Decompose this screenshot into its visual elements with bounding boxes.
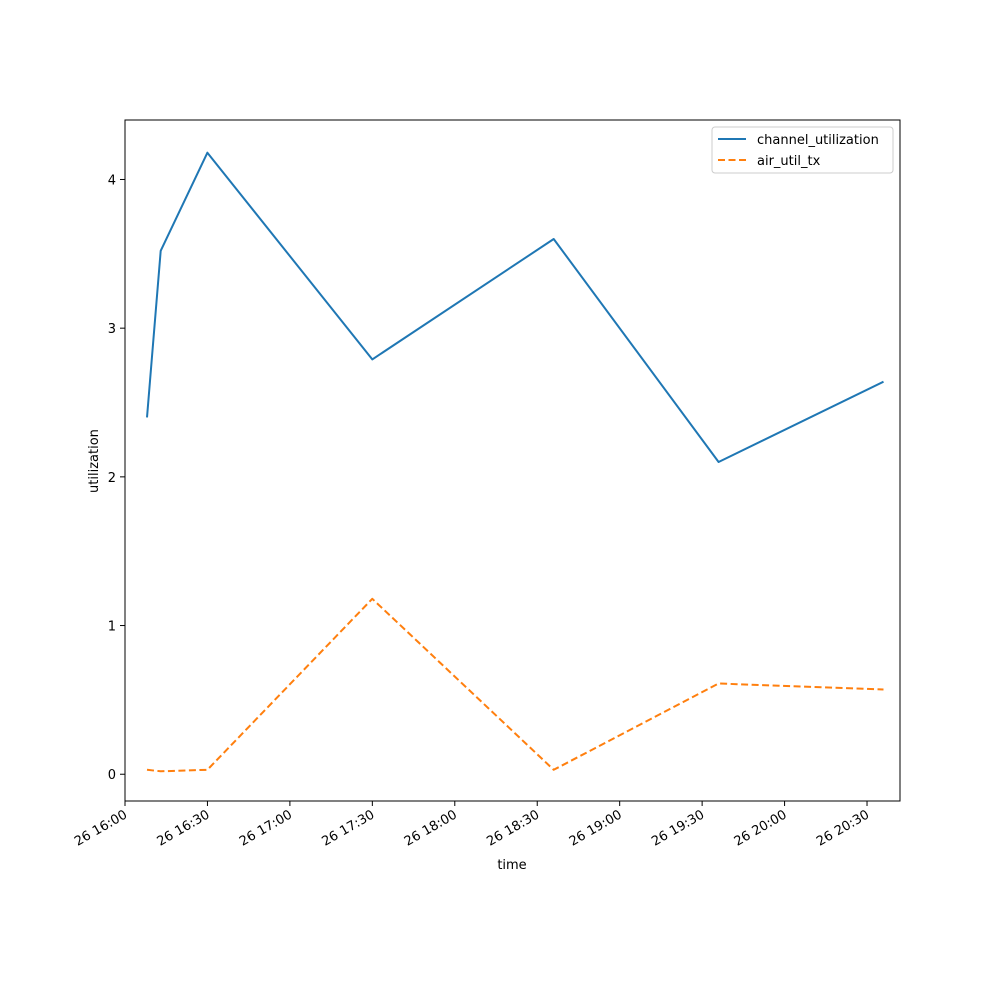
x-tick-label: 26 20:30 bbox=[814, 807, 872, 849]
x-tick-label: 26 16:00 bbox=[72, 807, 130, 849]
y-tick-label: 0 bbox=[108, 768, 116, 783]
y-tick-label: 3 bbox=[108, 322, 116, 337]
plot-area bbox=[125, 120, 900, 801]
legend-label: channel_utilization bbox=[757, 133, 879, 148]
x-tick-label: 26 19:30 bbox=[649, 807, 707, 849]
y-axis-label: utilization bbox=[87, 429, 102, 493]
x-tick-label: 26 17:00 bbox=[237, 807, 295, 849]
x-tick-label: 26 17:30 bbox=[319, 807, 377, 849]
y-tick-label: 4 bbox=[108, 173, 116, 188]
x-tick-label: 26 16:30 bbox=[155, 807, 213, 849]
x-tick-label: 26 18:30 bbox=[484, 807, 542, 849]
series-layer bbox=[146, 151, 884, 773]
x-tick-label: 26 19:00 bbox=[567, 807, 625, 849]
series-line-channel-utilization bbox=[146, 151, 884, 463]
y-axis-ticks: 0 1 2 3 4 bbox=[108, 173, 125, 783]
x-axis-label: time bbox=[497, 858, 526, 873]
y-tick-label: 2 bbox=[108, 471, 116, 486]
x-axis-ticks: 26 16:00 26 16:30 26 17:00 26 17:30 26 18:00… bbox=[72, 801, 872, 850]
legend-label: air_util_tx bbox=[757, 154, 821, 169]
x-tick-label: 26 20:00 bbox=[732, 807, 790, 849]
legend-box bbox=[711, 126, 894, 174]
plot-frame bbox=[124, 119, 901, 802]
legend: channel_utilization air_util_tx bbox=[711, 126, 894, 174]
series-line-air-util-tx bbox=[146, 597, 884, 773]
x-tick-label: 26 18:00 bbox=[402, 807, 460, 849]
y-tick-label: 1 bbox=[108, 620, 116, 635]
